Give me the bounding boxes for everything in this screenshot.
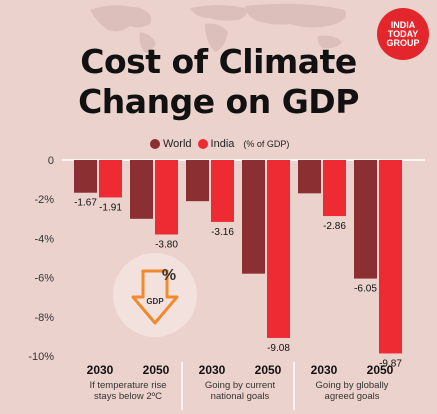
- y-tick-label: -4%: [34, 233, 54, 245]
- brand-line-1: INDIA: [390, 19, 416, 30]
- bar-world: [74, 160, 97, 193]
- bar-world: [130, 160, 153, 219]
- bar-world: [354, 160, 377, 279]
- data-label-india: -2.86: [323, 221, 346, 232]
- chart-title-line-2: Change on GDP: [78, 82, 359, 121]
- x-year-label: 2050: [255, 363, 282, 377]
- x-year-label: 2050: [143, 363, 170, 377]
- chart-title-line-1: Cost of Climate: [80, 42, 357, 81]
- legend: World India (% of GDP): [150, 137, 289, 151]
- group-caption: Going by current: [205, 380, 276, 391]
- data-label-india: -1.91: [99, 202, 122, 213]
- x-year-label: 2030: [311, 363, 338, 377]
- legend-item-india: India: [197, 138, 235, 150]
- bar-india: [323, 160, 346, 217]
- y-tick-label: -10%: [28, 351, 54, 363]
- brand-line-2: TODAY: [387, 28, 419, 39]
- group-caption: If temperature rise: [89, 380, 166, 391]
- chart-title: Cost of Climate Change on GDP: [0, 42, 437, 122]
- badge-gdp-text: GDP: [146, 297, 164, 306]
- group-caption: stays below 2ºC: [94, 391, 162, 402]
- bar-world: [298, 160, 321, 194]
- bar-india: [267, 160, 290, 338]
- data-label-world: -6.05: [354, 284, 377, 295]
- data-label-world: -1.67: [74, 198, 97, 209]
- bar-india: [379, 160, 402, 354]
- legend-swatch-india: [197, 139, 208, 149]
- bar-india: [155, 160, 178, 235]
- percent-icon: %: [162, 267, 176, 284]
- x-year-label: 2050: [367, 363, 394, 377]
- x-year-label: 2030: [87, 363, 114, 377]
- brand-line-3: GROUP: [386, 37, 420, 48]
- data-label-india: -3.16: [211, 227, 234, 238]
- legend-label-world: World: [163, 138, 192, 150]
- data-label-india: -3.80: [155, 239, 178, 250]
- legend-item-world: World: [150, 138, 192, 150]
- y-tick-label: -2%: [34, 194, 54, 206]
- group-caption: agreed goals: [325, 391, 380, 402]
- down-arrow-icon: [131, 269, 179, 325]
- world-map-graphic: [90, 3, 346, 53]
- bar-world: [242, 160, 265, 274]
- data-label-india: -9.87: [379, 358, 402, 369]
- x-year-label: 2030: [199, 363, 226, 377]
- y-tick-label: -6%: [34, 273, 54, 285]
- y-tick-label: -8%: [34, 312, 54, 324]
- group-caption: national goals: [211, 391, 270, 402]
- bar-india: [99, 160, 122, 198]
- legend-label-india: India: [210, 138, 235, 150]
- y-tick-label: 0: [48, 155, 54, 167]
- badge-circle: [113, 253, 197, 337]
- bar-india: [211, 160, 234, 222]
- legend-swatch-world: [150, 139, 160, 149]
- data-label-india: -9.08: [267, 343, 290, 354]
- group-caption: Going by globally: [316, 380, 389, 391]
- bar-world: [186, 160, 209, 202]
- legend-unit-note: (% of GDP): [243, 139, 290, 149]
- brand-logo: INDIA TODAY GROUP: [377, 8, 429, 60]
